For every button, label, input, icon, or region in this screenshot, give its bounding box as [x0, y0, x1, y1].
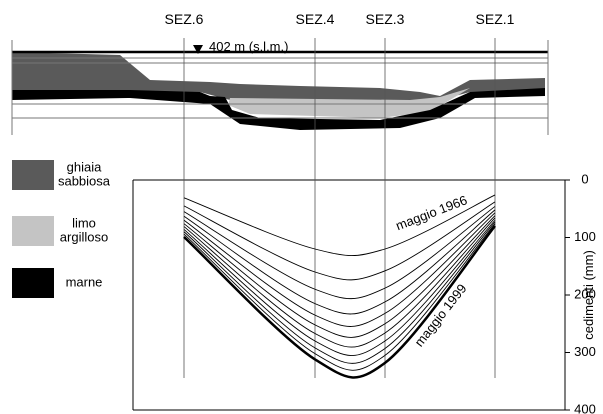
legend-swatch [12, 216, 54, 246]
elevation-label: 402 m (s.l.m.) [209, 39, 288, 54]
legend-label: limo [72, 215, 96, 230]
y-tick-label: 200 [574, 286, 596, 301]
y-tick-label: 100 [574, 229, 596, 244]
figure: 402 m (s.l.m.) cedimenti (mm) SEZ.6SEZ.4… [0, 0, 603, 414]
legend-label: argilloso [60, 229, 108, 244]
y-tick-label: 0 [581, 171, 588, 186]
curve-label: maggio 1999 [411, 281, 469, 349]
section-label: SEZ.4 [296, 11, 335, 27]
legend-label: marne [66, 274, 103, 289]
y-tick-label: 400 [574, 401, 596, 414]
legend-swatch [12, 160, 54, 190]
cross-section: 402 m (s.l.m.) [12, 39, 548, 135]
legend-label: sabbiosa [58, 173, 111, 188]
section-label: SEZ.3 [366, 11, 405, 27]
section-label: SEZ.1 [476, 11, 515, 27]
y-tick-label: 300 [574, 344, 596, 359]
legend-swatch [12, 268, 54, 298]
section-label: SEZ.6 [165, 11, 204, 27]
legend-label: ghiaia [67, 159, 102, 174]
